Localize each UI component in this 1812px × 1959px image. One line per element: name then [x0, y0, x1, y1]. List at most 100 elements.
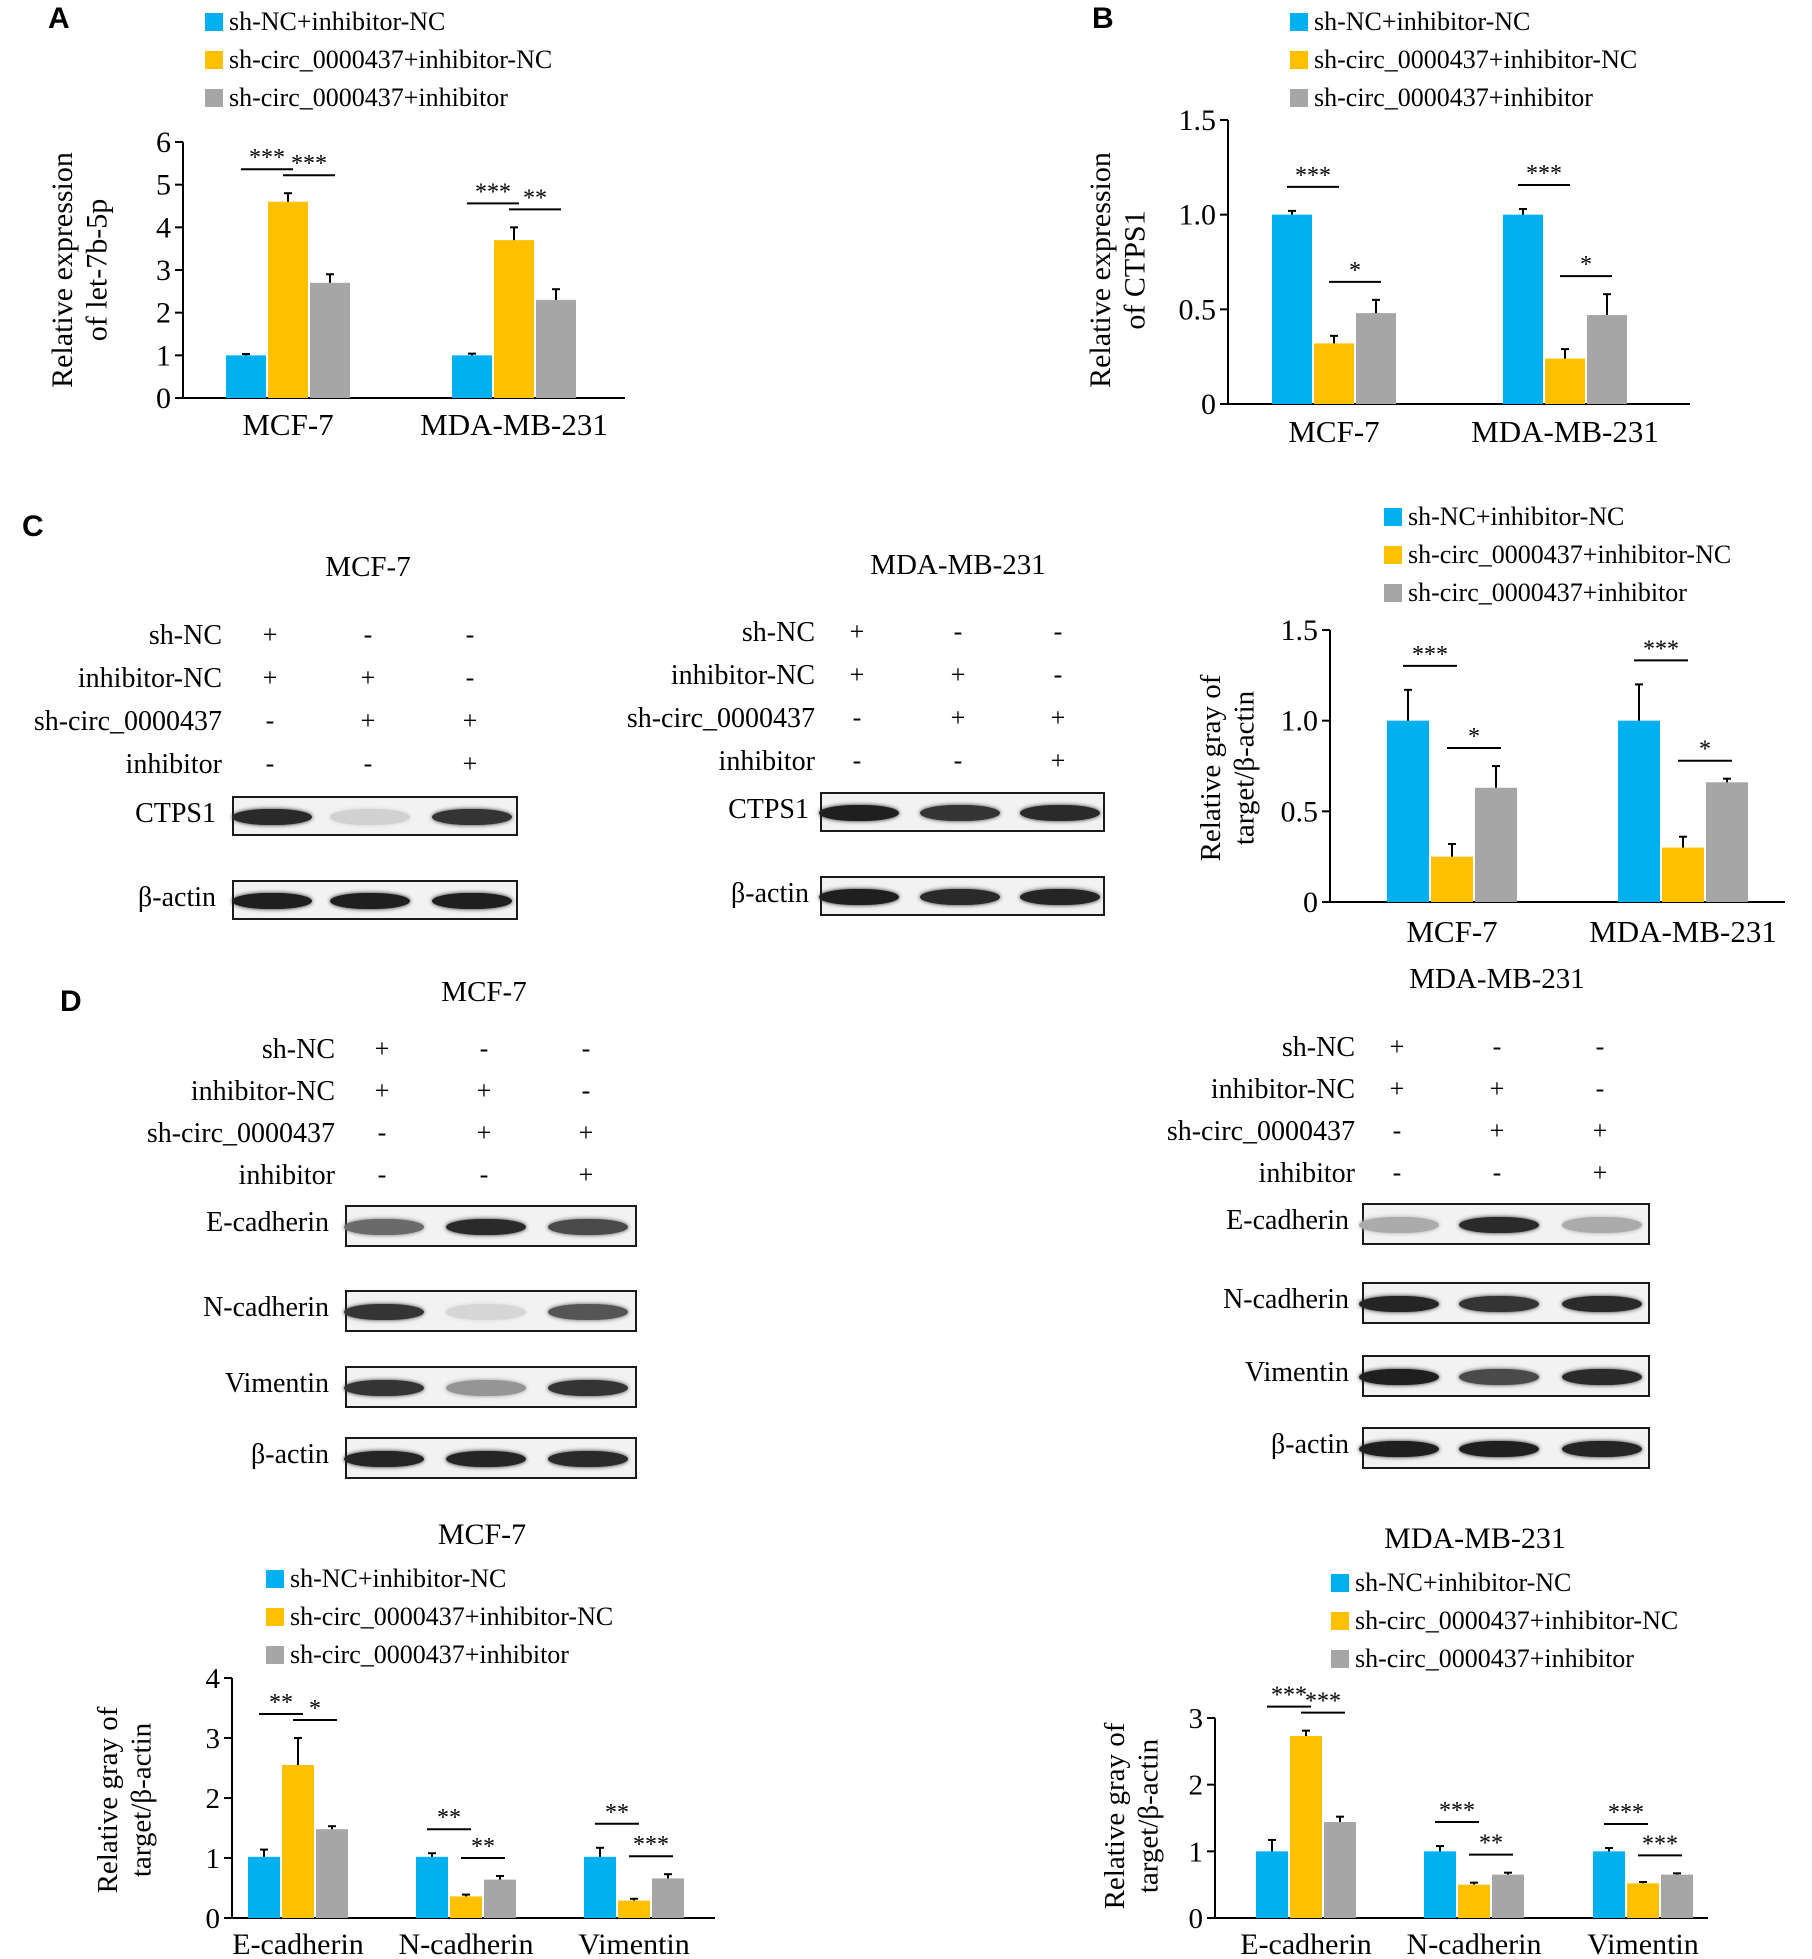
legend-swatch — [205, 89, 223, 107]
chart-title: MDA-MB-231 — [1384, 1522, 1566, 1555]
protein-band — [432, 809, 512, 825]
protein-band — [1562, 1296, 1642, 1312]
condition-sign: + — [950, 703, 966, 732]
condition-sign: + — [849, 617, 865, 646]
protein-band — [1359, 1441, 1439, 1457]
y-tick-label: 2 — [156, 297, 171, 330]
condition-label: sh-circ_0000437 — [146, 1118, 335, 1149]
condition-sign: - — [581, 1034, 591, 1063]
condition-sign: + — [462, 706, 478, 735]
legend-label: sh-circ_0000437+inhibitor-NC — [290, 1602, 613, 1631]
bar — [618, 1900, 650, 1918]
bar — [226, 355, 266, 398]
blot-strip — [232, 796, 518, 836]
legend-label: sh-NC+inhibitor-NC — [290, 1564, 506, 1593]
legend-swatch — [1290, 13, 1308, 31]
bar — [1324, 1822, 1356, 1918]
blot-strip — [344, 1290, 637, 1332]
condition-sign: - — [1492, 1158, 1502, 1187]
legend-swatch — [205, 13, 223, 31]
y-tick-label: 1.5 — [1281, 614, 1319, 647]
significance-label: *** — [1642, 1831, 1678, 1857]
condition-label: inhibitor-NC — [77, 663, 222, 694]
protein-band — [1562, 1369, 1642, 1385]
y-tick-label: 0.5 — [1179, 293, 1217, 326]
protein-band — [1562, 1217, 1642, 1233]
x-category-label: N-cadherin — [399, 1928, 534, 1959]
condition-sign: + — [476, 1118, 492, 1147]
protein-band — [1020, 805, 1100, 821]
blot-strip — [1359, 1203, 1650, 1245]
protein-label: E-cadherin — [1226, 1205, 1349, 1236]
bar — [310, 282, 350, 398]
protein-band — [1459, 1441, 1539, 1457]
y-tick-label: 0 — [1303, 886, 1318, 919]
legend-swatch — [1331, 1612, 1349, 1630]
legend-swatch — [1331, 1650, 1349, 1668]
x-category-label: E-cadherin — [232, 1928, 364, 1959]
chart-title: MCF-7 — [438, 1518, 526, 1551]
bar — [1458, 1884, 1490, 1918]
bar — [652, 1878, 684, 1918]
legend-label: sh-NC+inhibitor-NC — [1355, 1568, 1571, 1597]
blot-title: MCF-7 — [441, 976, 527, 1008]
significance-label: *** — [1271, 1683, 1307, 1709]
y-tick-label: 2 — [206, 1783, 221, 1815]
y-tick-label: 3 — [156, 254, 171, 287]
y-tick-label: 0.5 — [1281, 795, 1319, 828]
condition-sign: - — [1053, 660, 1063, 689]
significance-label: ** — [437, 1805, 461, 1831]
protein-band — [446, 1219, 526, 1235]
legend-label: sh-circ_0000437+inhibitor — [1355, 1644, 1634, 1673]
bar — [1356, 313, 1396, 404]
blot-strip — [1359, 1427, 1650, 1469]
condition-sign: + — [578, 1118, 594, 1147]
bar — [1706, 782, 1748, 902]
y-tick-label: 2 — [1189, 1770, 1204, 1802]
protein-band — [330, 893, 410, 909]
panel-letter-a: A — [48, 2, 70, 35]
significance-label: * — [1580, 252, 1592, 278]
blot-strip — [819, 876, 1105, 916]
protein-band — [548, 1219, 628, 1235]
protein-label: Vimentin — [224, 1368, 329, 1399]
condition-sign: + — [360, 706, 376, 735]
condition-sign: - — [265, 749, 275, 778]
y-tick-label: 1 — [1189, 1836, 1204, 1868]
blot-strip — [344, 1437, 637, 1479]
protein-band — [1359, 1296, 1439, 1312]
y-tick-label: 6 — [156, 126, 171, 159]
significance-label: *** — [1439, 1798, 1475, 1824]
legend-label: sh-circ_0000437+inhibitor-NC — [229, 45, 552, 74]
significance-label: *** — [633, 1832, 669, 1858]
bar — [1587, 315, 1627, 404]
condition-sign: + — [1489, 1074, 1505, 1103]
x-category-label: MDA-MB-231 — [1589, 914, 1777, 949]
blot-title: MDA-MB-231 — [1409, 963, 1585, 995]
significance-label: * — [1699, 737, 1711, 763]
legend-label: sh-NC+inhibitor-NC — [229, 7, 445, 36]
y-tick-label: 1 — [206, 1843, 221, 1875]
condition-label: sh-circ_0000437 — [1166, 1116, 1355, 1147]
bar — [484, 1879, 516, 1918]
condition-label: inhibitor-NC — [190, 1076, 335, 1107]
condition-sign: - — [852, 746, 862, 775]
condition-sign: + — [360, 663, 376, 692]
condition-sign: + — [262, 620, 278, 649]
protein-band — [1359, 1369, 1439, 1385]
blot-title: MDA-MB-231 — [870, 549, 1046, 581]
condition-sign: - — [581, 1076, 591, 1105]
y-tick-label: 0 — [206, 1903, 221, 1935]
condition-sign: + — [1592, 1116, 1608, 1145]
condition-sign: - — [1053, 617, 1063, 646]
protein-band — [1459, 1369, 1539, 1385]
legend-label: sh-circ_0000437+inhibitor — [1314, 83, 1593, 112]
x-category-label: MCF-7 — [1406, 914, 1497, 949]
protein-band — [432, 893, 512, 909]
legend-swatch — [266, 1608, 284, 1626]
significance-label: * — [1468, 724, 1480, 750]
panel-letter-d: D — [60, 985, 82, 1018]
x-category-label: MDA-MB-231 — [420, 407, 608, 442]
protein-band — [446, 1451, 526, 1467]
